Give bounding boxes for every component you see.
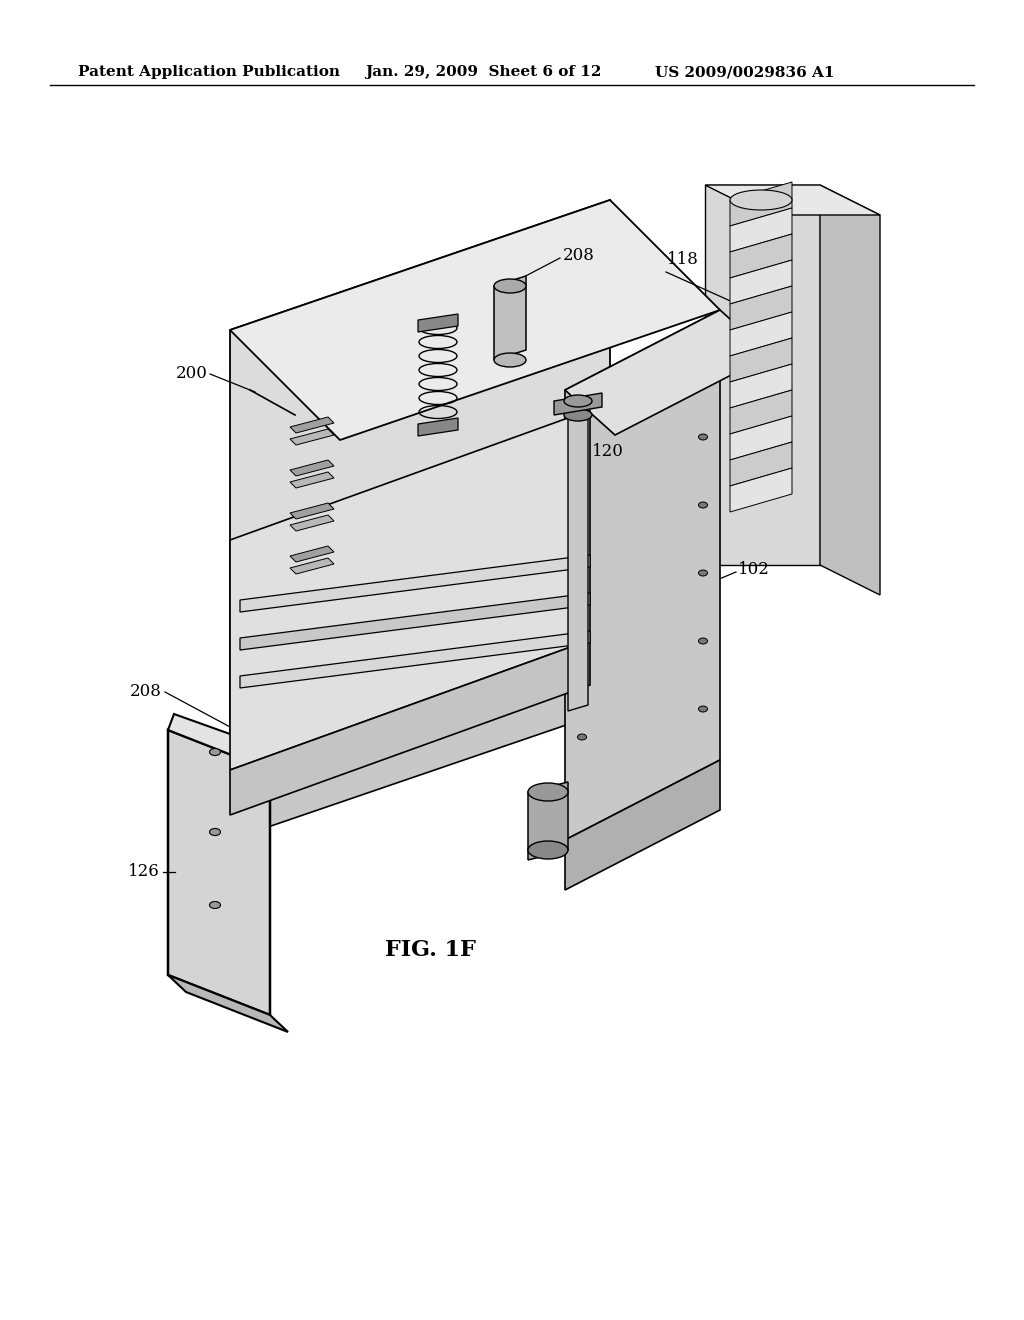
Polygon shape bbox=[290, 459, 334, 477]
Ellipse shape bbox=[564, 409, 592, 421]
Ellipse shape bbox=[494, 352, 526, 367]
Polygon shape bbox=[730, 234, 792, 279]
Polygon shape bbox=[230, 201, 720, 440]
Text: US 2009/0029836 A1: US 2009/0029836 A1 bbox=[655, 65, 835, 79]
Text: Patent Application Publication: Patent Application Publication bbox=[78, 65, 340, 79]
Ellipse shape bbox=[210, 829, 220, 836]
Polygon shape bbox=[290, 473, 334, 488]
Ellipse shape bbox=[528, 841, 568, 859]
Polygon shape bbox=[565, 310, 770, 436]
Polygon shape bbox=[168, 730, 270, 1015]
Polygon shape bbox=[730, 260, 792, 304]
Polygon shape bbox=[730, 182, 792, 226]
Polygon shape bbox=[568, 409, 588, 711]
Ellipse shape bbox=[528, 783, 568, 801]
Polygon shape bbox=[290, 429, 334, 445]
Polygon shape bbox=[230, 201, 610, 780]
Polygon shape bbox=[730, 416, 792, 459]
Polygon shape bbox=[230, 640, 590, 814]
Polygon shape bbox=[730, 389, 792, 434]
Ellipse shape bbox=[698, 706, 708, 711]
Polygon shape bbox=[730, 312, 792, 356]
Ellipse shape bbox=[578, 462, 587, 469]
Polygon shape bbox=[730, 469, 792, 512]
Text: 208: 208 bbox=[563, 247, 595, 264]
Polygon shape bbox=[418, 314, 458, 333]
Polygon shape bbox=[168, 975, 288, 1032]
Text: FIG. 1F: FIG. 1F bbox=[385, 939, 475, 961]
Ellipse shape bbox=[578, 531, 587, 536]
Ellipse shape bbox=[730, 190, 792, 210]
Polygon shape bbox=[290, 546, 334, 562]
Text: 102: 102 bbox=[738, 561, 770, 578]
Ellipse shape bbox=[210, 748, 220, 755]
Ellipse shape bbox=[698, 502, 708, 508]
Polygon shape bbox=[240, 554, 590, 612]
Ellipse shape bbox=[698, 570, 708, 576]
Ellipse shape bbox=[578, 598, 587, 605]
Polygon shape bbox=[290, 515, 334, 531]
Ellipse shape bbox=[578, 667, 587, 672]
Polygon shape bbox=[730, 286, 792, 330]
Text: 120: 120 bbox=[592, 444, 624, 461]
Polygon shape bbox=[730, 364, 792, 408]
Ellipse shape bbox=[578, 734, 587, 741]
Text: 118: 118 bbox=[667, 252, 698, 268]
Polygon shape bbox=[290, 503, 334, 519]
Ellipse shape bbox=[494, 279, 526, 293]
Polygon shape bbox=[418, 418, 458, 436]
Polygon shape bbox=[730, 338, 792, 381]
Polygon shape bbox=[240, 593, 590, 649]
Polygon shape bbox=[290, 558, 334, 574]
Polygon shape bbox=[705, 185, 820, 565]
Polygon shape bbox=[290, 417, 334, 433]
Polygon shape bbox=[168, 714, 286, 770]
Polygon shape bbox=[705, 185, 880, 215]
Polygon shape bbox=[240, 631, 590, 688]
Polygon shape bbox=[554, 393, 602, 414]
Ellipse shape bbox=[210, 902, 220, 908]
Ellipse shape bbox=[698, 638, 708, 644]
Polygon shape bbox=[494, 276, 526, 360]
Polygon shape bbox=[230, 411, 590, 770]
Polygon shape bbox=[528, 781, 568, 861]
Text: Jan. 29, 2009  Sheet 6 of 12: Jan. 29, 2009 Sheet 6 of 12 bbox=[365, 65, 601, 79]
Polygon shape bbox=[230, 649, 610, 840]
Ellipse shape bbox=[564, 395, 592, 407]
Polygon shape bbox=[565, 760, 720, 890]
Polygon shape bbox=[565, 310, 720, 840]
Ellipse shape bbox=[698, 434, 708, 440]
Polygon shape bbox=[730, 209, 792, 252]
Text: 200: 200 bbox=[176, 366, 208, 383]
Polygon shape bbox=[820, 185, 880, 595]
Text: 208: 208 bbox=[130, 684, 162, 701]
Text: 126: 126 bbox=[128, 863, 160, 880]
Polygon shape bbox=[730, 442, 792, 486]
